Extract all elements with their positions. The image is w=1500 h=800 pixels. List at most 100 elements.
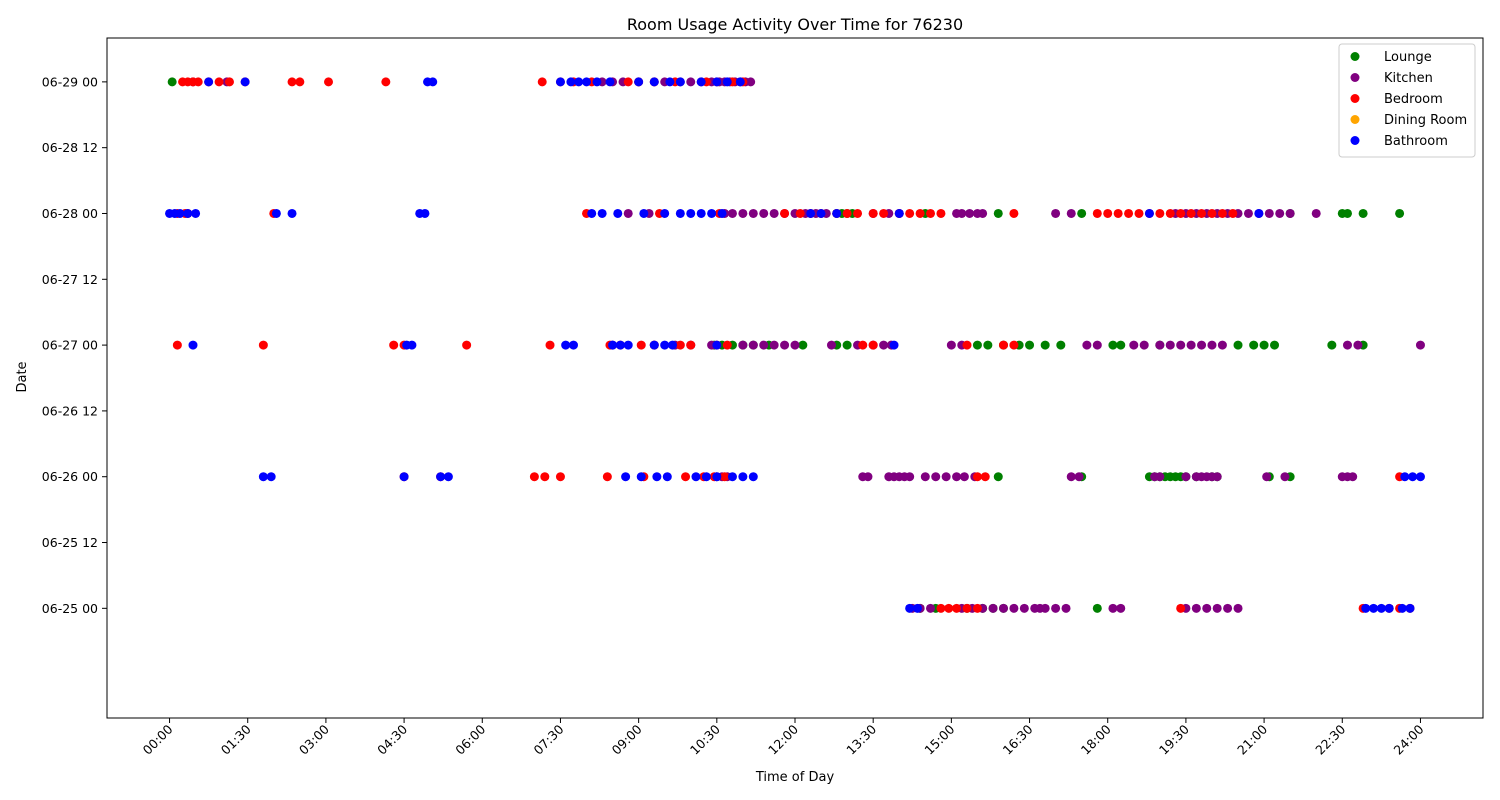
data-point (863, 472, 873, 482)
data-point (894, 208, 904, 218)
data-point (266, 472, 276, 482)
data-point (1181, 472, 1191, 482)
data-point (1040, 603, 1050, 613)
data-point (555, 472, 565, 482)
data-point (1270, 340, 1280, 350)
data-point (1358, 208, 1368, 218)
y-tick-label: 06-29 00 (42, 74, 98, 89)
data-point (759, 208, 769, 218)
data-point (889, 340, 899, 350)
data-point (566, 77, 576, 87)
plot-area (106, 37, 1484, 719)
y-tick-label: 06-25 00 (42, 601, 98, 616)
data-point (696, 77, 706, 87)
data-point (613, 208, 623, 218)
legend-label: Bathroom (1384, 134, 1448, 149)
data-point (722, 77, 732, 87)
data-point (1217, 340, 1227, 350)
data-point (1415, 340, 1425, 350)
data-point (1197, 340, 1207, 350)
legend-label: Lounge (1384, 50, 1432, 65)
data-point (842, 340, 852, 350)
data-point (271, 208, 281, 218)
data-point (769, 340, 779, 350)
data-point (1207, 340, 1217, 350)
data-point (780, 208, 790, 218)
data-point (868, 208, 878, 218)
data-point (1342, 208, 1352, 218)
legend-marker (1350, 73, 1360, 82)
data-point (686, 340, 696, 350)
data-point (1113, 208, 1123, 218)
data-point (1019, 603, 1029, 613)
data-point (665, 77, 675, 87)
data-point (1395, 208, 1405, 218)
data-point (615, 340, 625, 350)
data-point (540, 472, 550, 482)
data-point (587, 208, 597, 218)
data-point (1077, 208, 1087, 218)
data-point (1176, 208, 1186, 218)
data-point (636, 472, 646, 482)
data-point (1082, 340, 1092, 350)
data-point (1369, 603, 1379, 613)
data-point (172, 340, 182, 350)
data-point (399, 472, 409, 482)
y-tick-label: 06-28 00 (42, 206, 98, 221)
data-point (662, 472, 672, 482)
data-point (941, 472, 951, 482)
data-point (696, 208, 706, 218)
data-point (1155, 340, 1165, 350)
data-point (529, 472, 539, 482)
data-point (1376, 603, 1386, 613)
data-point (1165, 340, 1175, 350)
data-point (712, 340, 722, 350)
data-point (816, 208, 826, 218)
data-point (608, 340, 618, 350)
data-point (712, 77, 722, 87)
data-point (720, 472, 730, 482)
data-point (727, 208, 737, 218)
data-point (738, 472, 748, 482)
data-point (780, 340, 790, 350)
data-point (998, 603, 1008, 613)
data-point (389, 340, 399, 350)
data-point (1262, 472, 1272, 482)
series-bathroom (165, 77, 1425, 613)
data-point (1176, 340, 1186, 350)
data-point (623, 208, 633, 218)
y-tick-label: 06-26 12 (42, 403, 98, 418)
data-point (287, 77, 297, 87)
legend-marker (1350, 136, 1360, 145)
legend-label: Kitchen (1384, 71, 1433, 86)
data-point (959, 472, 969, 482)
data-point (568, 340, 578, 350)
data-point (727, 472, 737, 482)
data-point (636, 340, 646, 350)
data-point (717, 208, 727, 218)
data-point (944, 603, 954, 613)
y-tick-label: 06-27 12 (42, 272, 98, 287)
data-point (1397, 603, 1407, 613)
data-point (1212, 472, 1222, 482)
data-point (675, 77, 685, 87)
data-point (962, 603, 972, 613)
data-point (191, 208, 201, 218)
data-point (795, 208, 805, 218)
data-point (1092, 208, 1102, 218)
data-point (972, 603, 982, 613)
data-point (1074, 472, 1084, 482)
data-point (701, 472, 711, 482)
data-point (1233, 340, 1243, 350)
data-point (681, 472, 691, 482)
legend-marker (1350, 94, 1360, 103)
legend-marker (1350, 115, 1360, 124)
data-point (879, 340, 889, 350)
data-point (853, 208, 863, 218)
data-point (868, 340, 878, 350)
data-point (1009, 208, 1019, 218)
data-point (1092, 603, 1102, 613)
data-point (920, 472, 930, 482)
data-point (597, 208, 607, 218)
data-point (1139, 340, 1149, 350)
